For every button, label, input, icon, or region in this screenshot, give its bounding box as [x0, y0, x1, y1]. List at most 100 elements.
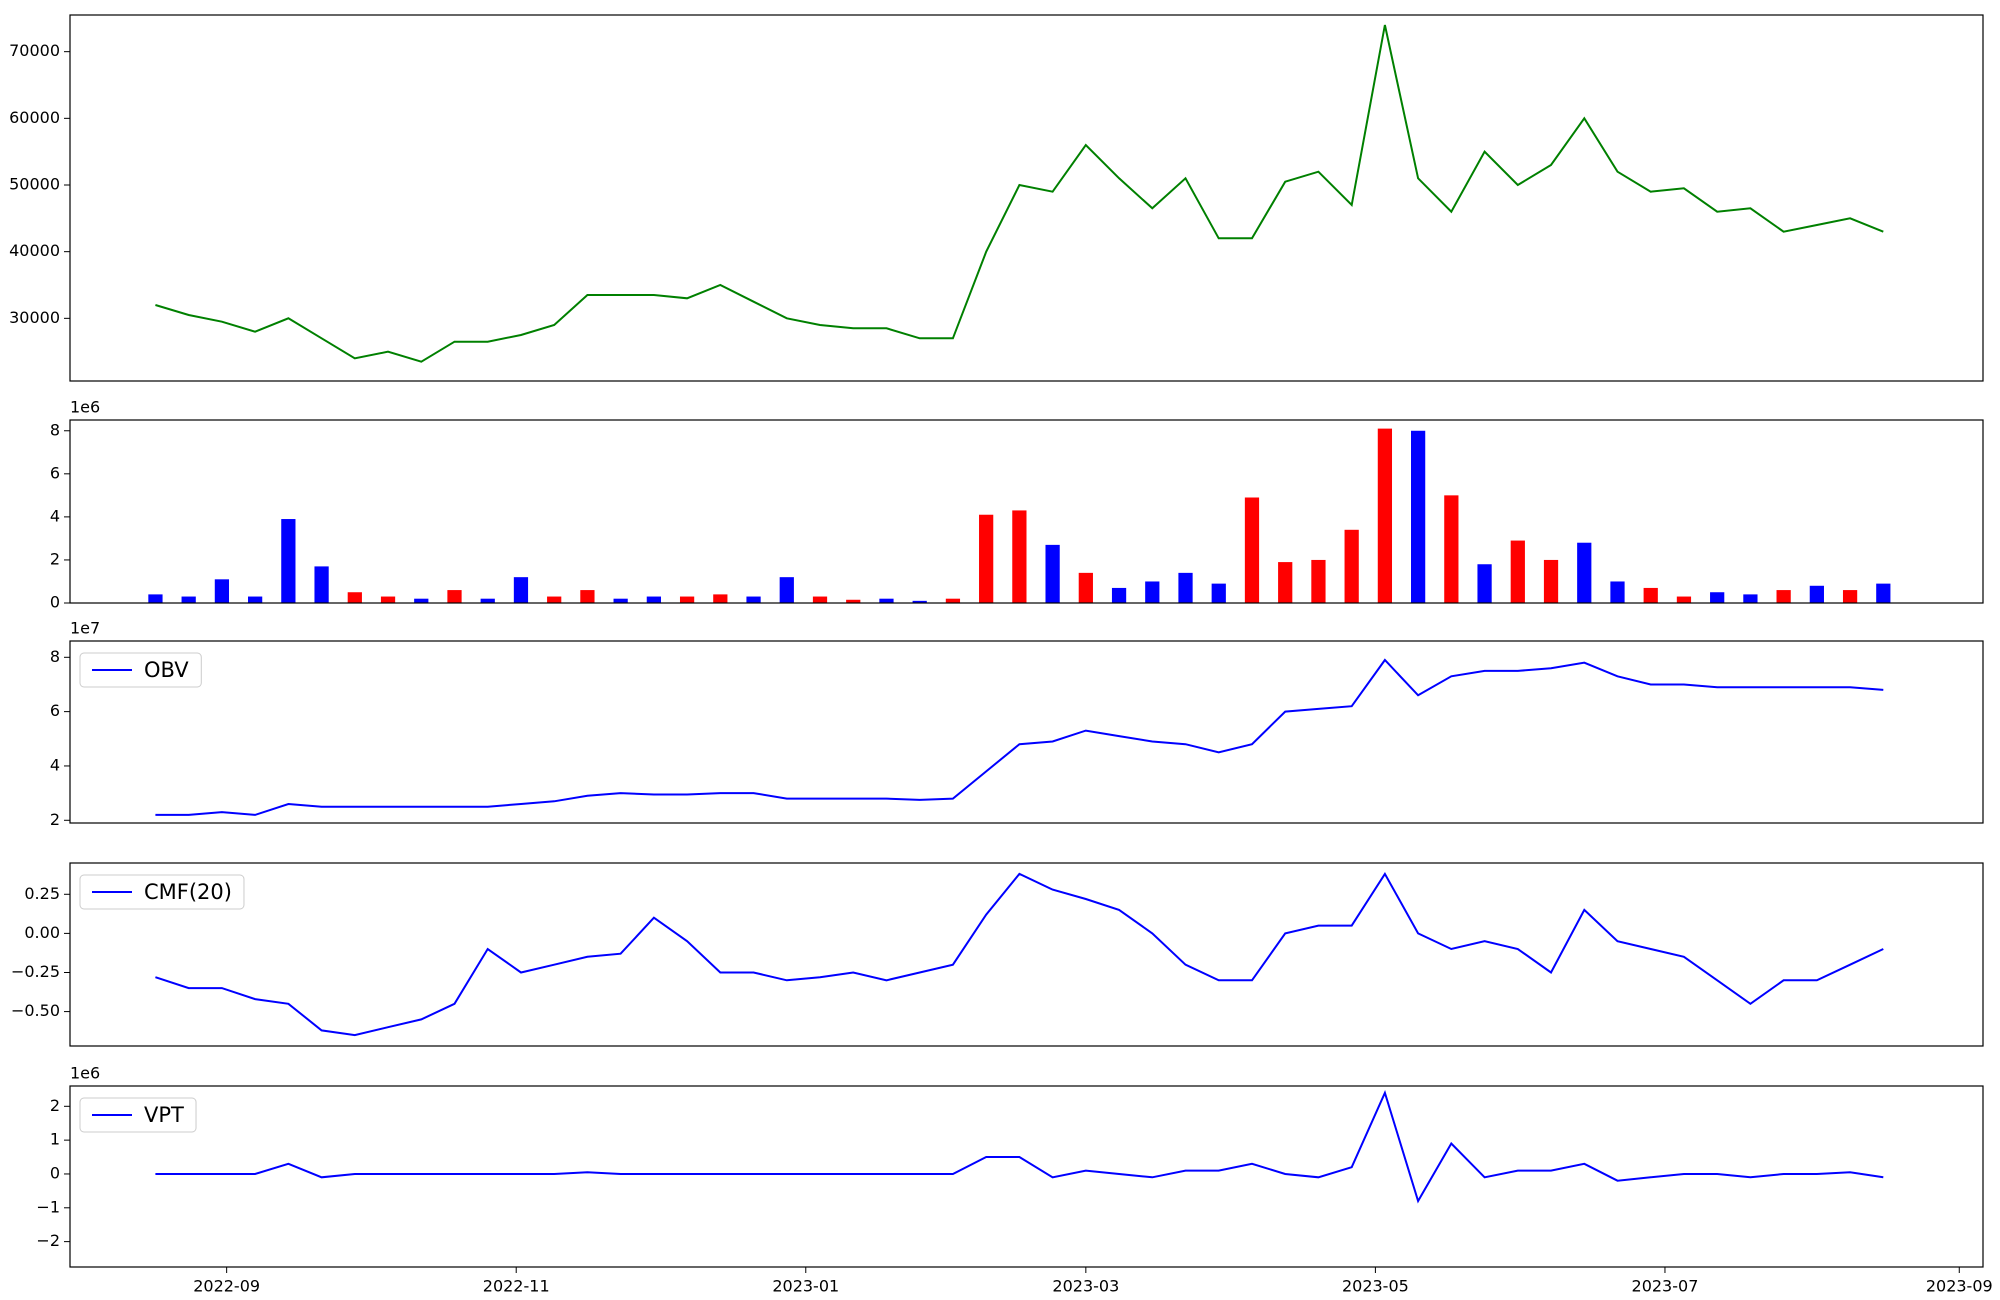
bar — [779, 577, 794, 603]
bar — [1145, 581, 1160, 603]
bar — [613, 598, 628, 603]
bar — [1510, 540, 1525, 603]
bar — [380, 596, 396, 603]
bar — [1809, 585, 1824, 603]
x-tick-label: 2023-03 — [1052, 1277, 1119, 1296]
y-tick-label: −2 — [36, 1231, 60, 1250]
y-tick-label: 30000 — [9, 308, 60, 327]
bar — [1278, 562, 1293, 603]
bar — [1842, 590, 1858, 603]
legend-label: OBV — [144, 658, 189, 682]
axes-frame — [69, 862, 1984, 1047]
bar — [1444, 495, 1459, 603]
line — [155, 871, 1884, 1037]
legend-label: CMF(20) — [144, 880, 232, 904]
y-tick-label: 70000 — [9, 41, 60, 60]
x-tick-label: 2023-01 — [772, 1277, 839, 1296]
y-tick-label: 50000 — [9, 175, 60, 194]
bar — [1012, 510, 1027, 603]
bar — [148, 594, 163, 603]
line — [155, 1089, 1884, 1204]
bar — [879, 598, 894, 603]
x-tick-label: 2022-11 — [483, 1277, 550, 1296]
x-tick-label: 2023-09 — [1926, 1277, 1993, 1296]
bar — [846, 599, 861, 603]
axes-frame — [69, 14, 1984, 382]
bar — [1045, 544, 1060, 603]
offset-text: 1e6 — [70, 1064, 100, 1083]
y-tick-label: 8 — [50, 420, 60, 439]
x-tick-label: 2022-09 — [193, 1277, 260, 1296]
legend-box — [79, 874, 245, 910]
bar — [1344, 529, 1359, 603]
x-tick-label: 2023-05 — [1342, 1277, 1409, 1296]
y-tick-label: 2 — [50, 549, 60, 568]
bar — [214, 579, 230, 603]
bar — [1244, 497, 1260, 603]
y-tick-label: 4 — [50, 506, 60, 525]
bar — [646, 596, 661, 603]
y-tick-label: 0 — [50, 593, 60, 612]
y-tick-label: −0.25 — [11, 962, 60, 981]
bar — [912, 600, 927, 603]
bar — [1577, 542, 1592, 603]
bar — [812, 596, 828, 603]
y-tick-label: 6 — [50, 701, 60, 720]
legend-box — [79, 1097, 197, 1133]
bar — [1211, 583, 1226, 603]
y-tick-label: 6 — [50, 463, 60, 482]
bar — [181, 596, 196, 603]
axes-frame — [69, 1085, 1984, 1268]
bar — [1311, 559, 1326, 603]
bar — [1710, 592, 1725, 603]
bar — [1743, 594, 1758, 603]
legend-label: VPT — [144, 1103, 184, 1127]
bar — [1676, 596, 1692, 603]
bar — [1111, 587, 1127, 603]
bar — [679, 596, 695, 603]
y-tick-label: 0 — [50, 1163, 60, 1182]
bar — [746, 596, 761, 603]
y-tick-label: 1 — [50, 1130, 60, 1149]
y-tick-label: 8 — [50, 647, 60, 666]
y-tick-label: 0.00 — [24, 923, 60, 942]
offset-text: 1e7 — [70, 619, 100, 638]
bar — [1477, 564, 1492, 603]
bar — [1377, 428, 1393, 603]
legend-box — [79, 652, 202, 688]
bar — [1543, 559, 1559, 603]
bar — [248, 596, 263, 603]
x-tick-label: 2023-07 — [1632, 1277, 1699, 1296]
bar — [281, 519, 296, 603]
bar — [1610, 581, 1625, 603]
bar — [1643, 587, 1658, 603]
bar — [414, 598, 429, 603]
y-tick-label: 2 — [50, 810, 60, 829]
bar — [1178, 572, 1193, 603]
bar — [347, 592, 362, 603]
y-tick-label: 2 — [50, 1096, 60, 1115]
line — [155, 24, 1884, 363]
bar — [447, 590, 462, 603]
bar — [1776, 590, 1791, 603]
bar — [1078, 572, 1093, 603]
bar — [713, 594, 728, 603]
bar — [547, 596, 562, 603]
y-tick-label: 4 — [50, 755, 60, 774]
y-tick-label: −1 — [36, 1197, 60, 1216]
y-tick-label: 0.25 — [24, 884, 60, 903]
axes-frame — [69, 419, 1984, 604]
bar — [1410, 430, 1426, 603]
offset-text: 1e6 — [70, 398, 100, 417]
y-tick-label: 60000 — [9, 108, 60, 127]
bar — [480, 598, 495, 603]
bar — [513, 577, 529, 603]
line — [155, 658, 1884, 816]
bar — [1876, 583, 1891, 603]
y-tick-label: −0.50 — [11, 1001, 60, 1020]
bar — [979, 514, 994, 603]
bar — [314, 566, 329, 603]
bar — [945, 598, 961, 603]
